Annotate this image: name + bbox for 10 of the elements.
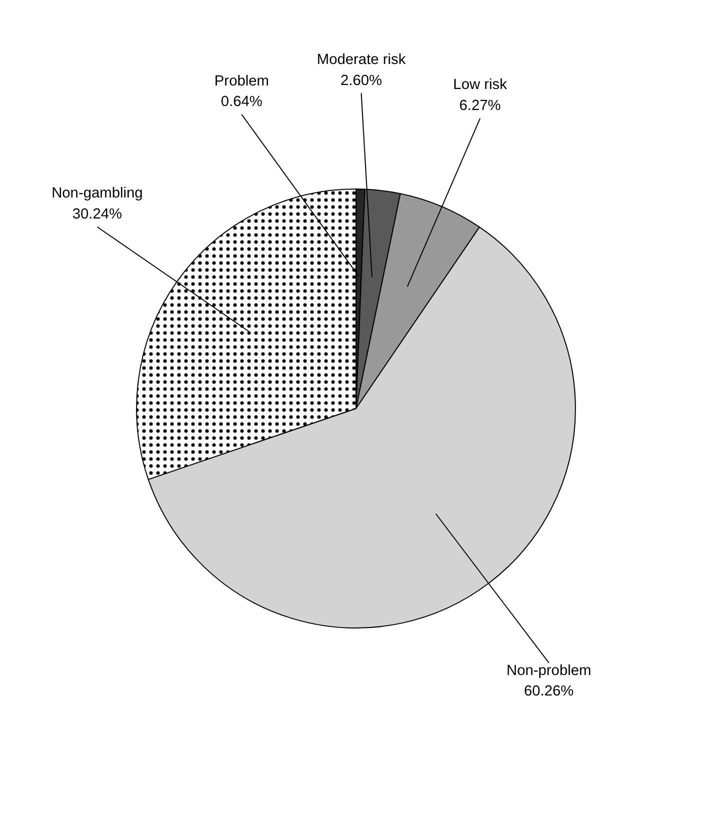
slice-label: Problem (214, 73, 269, 90)
data-label: 60.26% (524, 684, 574, 700)
data-label: 6.27% (459, 98, 501, 114)
slice-label: Moderate risk (316, 52, 406, 68)
data-label: 30.24% (72, 206, 122, 222)
slice-label: Non-problem (506, 662, 592, 679)
slice-label: Low risk (453, 77, 508, 94)
slice-label: Non-gambling (52, 186, 143, 202)
data-label: 2.60% (340, 72, 382, 89)
data-label: 0.64% (220, 94, 262, 110)
